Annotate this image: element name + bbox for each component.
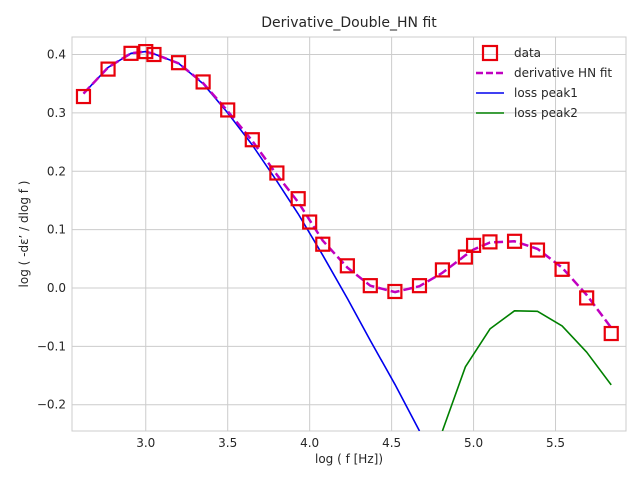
data-point-marker bbox=[100, 61, 116, 77]
data-point-marker bbox=[554, 261, 570, 277]
chart-title: Derivative_Double_HN fit bbox=[261, 15, 437, 31]
x-axis: 3.0 3.5 4.0 4.5 5.0 5.5 bbox=[136, 436, 565, 450]
y-tick-label: 0.1 bbox=[47, 223, 66, 237]
y-tick-label: 0.3 bbox=[47, 106, 66, 120]
y-tick-label: 0.2 bbox=[47, 164, 66, 178]
x-tick-label: 5.5 bbox=[546, 436, 565, 450]
data-point-marker bbox=[457, 249, 473, 265]
x-tick-label: 3.5 bbox=[218, 436, 237, 450]
data-point-marker bbox=[244, 132, 260, 148]
legend-swatch-data bbox=[481, 44, 499, 62]
legend-label-loss-peak1: loss peak1 bbox=[514, 86, 578, 100]
data-point-marker bbox=[362, 278, 378, 294]
y-axis-label: log ( -dε’ / dlog f ) bbox=[17, 181, 31, 288]
data-point-marker bbox=[315, 236, 331, 252]
data-point-marker bbox=[138, 43, 154, 60]
y-tick-label: −0.2 bbox=[37, 398, 66, 412]
y-tick-label: −0.1 bbox=[37, 339, 66, 353]
data-point-marker bbox=[387, 283, 403, 300]
loss-peak2-line bbox=[441, 309, 612, 431]
plot-frame bbox=[71, 36, 627, 432]
legend-label-loss-peak2: loss peak2 bbox=[514, 106, 578, 120]
y-tick-label: 0.0 bbox=[47, 281, 66, 295]
series-layer bbox=[75, 43, 619, 431]
data-point-marker bbox=[529, 242, 546, 258]
legend-label-data: data bbox=[514, 46, 541, 60]
x-tick-label: 4.5 bbox=[382, 436, 401, 450]
y-axis: −0.2 −0.1 0.0 0.1 0.2 0.3 0.4 bbox=[37, 48, 66, 412]
data-point-marker bbox=[482, 234, 498, 250]
x-tick-label: 3.0 bbox=[136, 436, 155, 450]
data-point-marker bbox=[465, 237, 482, 253]
data-point-marker bbox=[170, 55, 187, 71]
legend: data derivative HN fit loss peak1 loss peak… bbox=[476, 44, 612, 120]
data-point-marker bbox=[302, 214, 318, 230]
x-tick-label: 4.0 bbox=[300, 436, 319, 450]
data-point-marker bbox=[195, 74, 211, 90]
data-point-marker bbox=[75, 88, 92, 105]
data-point-marker bbox=[506, 233, 523, 249]
data-point-marker bbox=[290, 191, 306, 207]
data-point-marker bbox=[579, 290, 595, 306]
x-tick-label: 5.0 bbox=[464, 436, 483, 450]
data-point-marker bbox=[269, 165, 285, 181]
data-point-marker bbox=[339, 258, 355, 274]
y-tick-label: 0.4 bbox=[47, 48, 66, 62]
data-point-marker bbox=[123, 45, 139, 61]
data-point-marker bbox=[434, 262, 451, 278]
data-point-marker bbox=[146, 46, 162, 63]
data-point-marker bbox=[411, 278, 428, 294]
derivative-hn-fit-line bbox=[82, 50, 613, 329]
legend-label-derivative-hn-fit: derivative HN fit bbox=[514, 66, 612, 80]
x-axis-label: log ( f [Hz]) bbox=[315, 452, 383, 466]
data-point-marker bbox=[603, 325, 619, 342]
data-point-marker bbox=[220, 102, 236, 118]
